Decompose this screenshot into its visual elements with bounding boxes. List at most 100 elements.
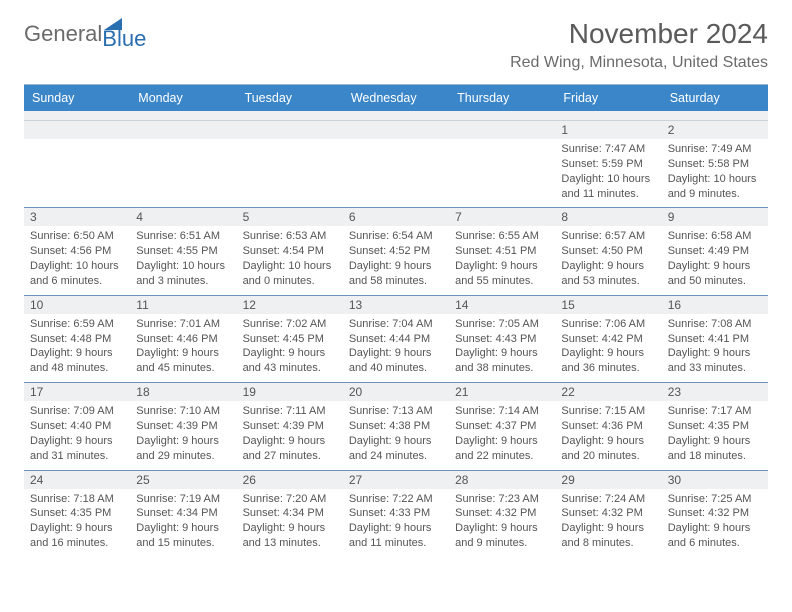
day-number (24, 121, 130, 139)
sunset-text: Sunset: 5:58 PM (668, 157, 762, 172)
day-number: 30 (662, 471, 768, 489)
daylight-text: Daylight: 9 hours and 29 minutes. (136, 434, 230, 464)
day-cell: 5Sunrise: 6:53 AMSunset: 4:54 PMDaylight… (237, 208, 343, 294)
daylight-text: Daylight: 9 hours and 50 minutes. (668, 259, 762, 289)
day-cell: 26Sunrise: 7:20 AMSunset: 4:34 PMDayligh… (237, 471, 343, 557)
day-number: 10 (24, 296, 130, 314)
day-cell: 30Sunrise: 7:25 AMSunset: 4:32 PMDayligh… (662, 471, 768, 557)
day-number: 19 (237, 383, 343, 401)
daylight-text: Daylight: 9 hours and 11 minutes. (349, 521, 443, 551)
day-cell (449, 121, 555, 207)
sunset-text: Sunset: 4:38 PM (349, 419, 443, 434)
day-number: 18 (130, 383, 236, 401)
daylight-text: Daylight: 9 hours and 18 minutes. (668, 434, 762, 464)
day-cell (24, 121, 130, 207)
daylight-text: Daylight: 9 hours and 15 minutes. (136, 521, 230, 551)
sunset-text: Sunset: 4:45 PM (243, 332, 337, 347)
day-number (237, 121, 343, 139)
sunset-text: Sunset: 4:39 PM (243, 419, 337, 434)
day-number: 21 (449, 383, 555, 401)
sunset-text: Sunset: 4:56 PM (30, 244, 124, 259)
sunrise-text: Sunrise: 7:08 AM (668, 317, 762, 332)
sunrise-text: Sunrise: 7:15 AM (561, 404, 655, 419)
day-cell: 8Sunrise: 6:57 AMSunset: 4:50 PMDaylight… (555, 208, 661, 294)
sunrise-text: Sunrise: 6:57 AM (561, 229, 655, 244)
day-cell: 1Sunrise: 7:47 AMSunset: 5:59 PMDaylight… (555, 121, 661, 207)
day-cell: 3Sunrise: 6:50 AMSunset: 4:56 PMDaylight… (24, 208, 130, 294)
spacer-row (24, 111, 768, 121)
day-number: 3 (24, 208, 130, 226)
sunrise-text: Sunrise: 6:51 AM (136, 229, 230, 244)
daylight-text: Daylight: 9 hours and 53 minutes. (561, 259, 655, 289)
dayhead-mon: Monday (130, 85, 236, 111)
day-number: 11 (130, 296, 236, 314)
day-cell: 9Sunrise: 6:58 AMSunset: 4:49 PMDaylight… (662, 208, 768, 294)
title-block: November 2024 Red Wing, Minnesota, Unite… (510, 18, 768, 72)
sunset-text: Sunset: 4:39 PM (136, 419, 230, 434)
day-number: 1 (555, 121, 661, 139)
daylight-text: Daylight: 9 hours and 58 minutes. (349, 259, 443, 289)
day-cell: 21Sunrise: 7:14 AMSunset: 4:37 PMDayligh… (449, 383, 555, 469)
dayhead-wed: Wednesday (343, 85, 449, 111)
day-cell (343, 121, 449, 207)
sunrise-text: Sunrise: 6:53 AM (243, 229, 337, 244)
day-number: 25 (130, 471, 236, 489)
day-cell: 2Sunrise: 7:49 AMSunset: 5:58 PMDaylight… (662, 121, 768, 207)
day-cell: 28Sunrise: 7:23 AMSunset: 4:32 PMDayligh… (449, 471, 555, 557)
daylight-text: Daylight: 9 hours and 33 minutes. (668, 346, 762, 376)
daylight-text: Daylight: 10 hours and 9 minutes. (668, 172, 762, 202)
sunrise-text: Sunrise: 6:58 AM (668, 229, 762, 244)
day-number: 24 (24, 471, 130, 489)
day-cell: 15Sunrise: 7:06 AMSunset: 4:42 PMDayligh… (555, 296, 661, 382)
day-cell: 4Sunrise: 6:51 AMSunset: 4:55 PMDaylight… (130, 208, 236, 294)
sunrise-text: Sunrise: 7:17 AM (668, 404, 762, 419)
sunrise-text: Sunrise: 7:09 AM (30, 404, 124, 419)
daylight-text: Daylight: 9 hours and 9 minutes. (455, 521, 549, 551)
sunrise-text: Sunrise: 6:55 AM (455, 229, 549, 244)
daylight-text: Daylight: 9 hours and 16 minutes. (30, 521, 124, 551)
week-row: 1Sunrise: 7:47 AMSunset: 5:59 PMDaylight… (24, 121, 768, 208)
daylight-text: Daylight: 10 hours and 3 minutes. (136, 259, 230, 289)
day-number: 26 (237, 471, 343, 489)
sunrise-text: Sunrise: 7:05 AM (455, 317, 549, 332)
sunset-text: Sunset: 4:32 PM (561, 506, 655, 521)
daylight-text: Daylight: 9 hours and 55 minutes. (455, 259, 549, 289)
day-cell: 20Sunrise: 7:13 AMSunset: 4:38 PMDayligh… (343, 383, 449, 469)
day-cell: 13Sunrise: 7:04 AMSunset: 4:44 PMDayligh… (343, 296, 449, 382)
day-number (130, 121, 236, 139)
dayhead-sun: Sunday (24, 85, 130, 111)
day-cell: 11Sunrise: 7:01 AMSunset: 4:46 PMDayligh… (130, 296, 236, 382)
sunset-text: Sunset: 4:36 PM (561, 419, 655, 434)
sunset-text: Sunset: 4:42 PM (561, 332, 655, 347)
sunset-text: Sunset: 4:51 PM (455, 244, 549, 259)
daylight-text: Daylight: 9 hours and 38 minutes. (455, 346, 549, 376)
sunrise-text: Sunrise: 7:01 AM (136, 317, 230, 332)
daylight-text: Daylight: 9 hours and 20 minutes. (561, 434, 655, 464)
daylight-text: Daylight: 9 hours and 27 minutes. (243, 434, 337, 464)
sunrise-text: Sunrise: 7:20 AM (243, 492, 337, 507)
daylight-text: Daylight: 10 hours and 11 minutes. (561, 172, 655, 202)
sunrise-text: Sunrise: 7:19 AM (136, 492, 230, 507)
sunset-text: Sunset: 4:49 PM (668, 244, 762, 259)
sunrise-text: Sunrise: 7:02 AM (243, 317, 337, 332)
day-number: 4 (130, 208, 236, 226)
sunset-text: Sunset: 4:37 PM (455, 419, 549, 434)
sunrise-text: Sunrise: 7:04 AM (349, 317, 443, 332)
daylight-text: Daylight: 9 hours and 48 minutes. (30, 346, 124, 376)
day-cell: 10Sunrise: 6:59 AMSunset: 4:48 PMDayligh… (24, 296, 130, 382)
sunset-text: Sunset: 4:35 PM (30, 506, 124, 521)
logo: General Blue (24, 18, 146, 50)
dayhead-thu: Thursday (449, 85, 555, 111)
sunset-text: Sunset: 4:34 PM (136, 506, 230, 521)
daylight-text: Daylight: 9 hours and 22 minutes. (455, 434, 549, 464)
sunset-text: Sunset: 4:32 PM (668, 506, 762, 521)
day-number: 16 (662, 296, 768, 314)
sunrise-text: Sunrise: 7:49 AM (668, 142, 762, 157)
sunset-text: Sunset: 4:41 PM (668, 332, 762, 347)
dayhead-fri: Friday (555, 85, 661, 111)
month-title: November 2024 (510, 18, 768, 50)
sunrise-text: Sunrise: 7:11 AM (243, 404, 337, 419)
daylight-text: Daylight: 9 hours and 36 minutes. (561, 346, 655, 376)
day-cell: 19 Sunrise: 7:11 AMSunset: 4:39 PMDayligh… (237, 383, 343, 469)
sunrise-text: Sunrise: 6:50 AM (30, 229, 124, 244)
